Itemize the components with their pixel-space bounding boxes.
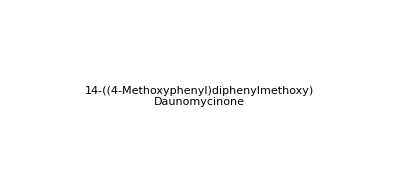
Text: 14-((4-Methoxyphenyl)diphenylmethoxy)
Daunomycinone: 14-((4-Methoxyphenyl)diphenylmethoxy) Da… xyxy=(84,86,314,107)
